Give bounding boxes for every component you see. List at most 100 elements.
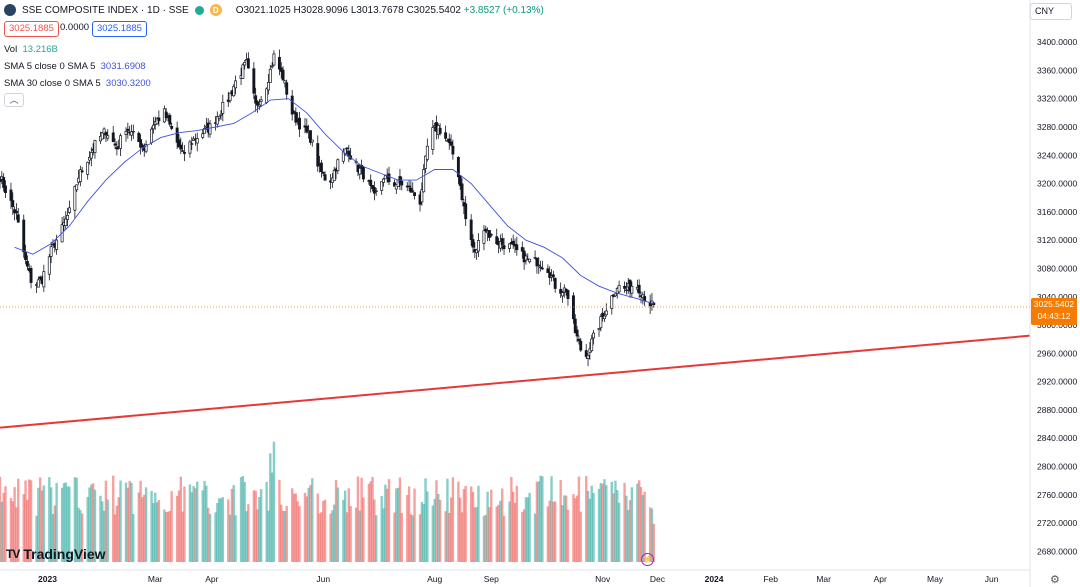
candle-body bbox=[623, 285, 627, 289]
volume-bar bbox=[336, 487, 340, 562]
y-tick-label: 2960.0000 bbox=[1037, 348, 1077, 358]
volume-bar bbox=[650, 508, 654, 562]
candle-body bbox=[100, 132, 104, 140]
volume-bar bbox=[183, 486, 186, 562]
volume-bar bbox=[643, 491, 646, 562]
volume-bar bbox=[150, 490, 153, 562]
y-tick-label: 3280.0000 bbox=[1037, 122, 1077, 132]
volume-bar bbox=[141, 497, 144, 562]
candle-body bbox=[219, 113, 223, 116]
volume-bar bbox=[322, 500, 325, 562]
volume-bar bbox=[155, 502, 159, 562]
volume-bar bbox=[553, 501, 557, 562]
volume-bar bbox=[333, 504, 336, 562]
candle-body bbox=[151, 124, 155, 130]
volume-bar bbox=[502, 515, 506, 562]
candle-body bbox=[309, 130, 312, 143]
volume-bar bbox=[29, 480, 33, 562]
candle-body bbox=[495, 236, 499, 245]
settings-icon[interactable]: ⚙ bbox=[1050, 574, 1060, 586]
volume-bar bbox=[459, 497, 462, 562]
volume-bar bbox=[192, 486, 195, 562]
volume-bar bbox=[137, 492, 140, 562]
lightning-icon[interactable]: ⚡ bbox=[641, 553, 654, 566]
volume-bar bbox=[329, 513, 332, 562]
candle-body bbox=[73, 186, 77, 211]
volume-bar bbox=[216, 502, 219, 562]
volume-bar bbox=[269, 453, 272, 562]
sma30-legend[interactable]: SMA 30 close 0 SMA 5 3030.3200 bbox=[4, 78, 151, 89]
candle-body bbox=[535, 257, 539, 267]
tradingview-logo[interactable]: TV TradingView bbox=[6, 546, 106, 562]
volume-bar bbox=[546, 506, 550, 562]
candle-body bbox=[387, 173, 391, 183]
volume-bar bbox=[616, 490, 619, 562]
candle-body bbox=[371, 185, 375, 189]
x-tick-label: Dec bbox=[650, 574, 666, 584]
volume-bar bbox=[214, 512, 217, 562]
volume-bar bbox=[323, 499, 327, 562]
candle-body bbox=[613, 293, 617, 297]
candle-body bbox=[431, 127, 435, 150]
volume-bar bbox=[409, 514, 413, 562]
candle-body bbox=[102, 128, 106, 134]
volume-bar bbox=[232, 485, 235, 562]
y-tick-label: 3200.0000 bbox=[1037, 179, 1077, 189]
candle-body bbox=[67, 207, 71, 213]
volume-bar bbox=[561, 505, 564, 562]
volume-bar bbox=[252, 490, 256, 562]
volume-bar bbox=[356, 476, 360, 562]
candle-body bbox=[345, 147, 349, 149]
volume-bar bbox=[281, 510, 285, 562]
volume-bar bbox=[610, 481, 613, 562]
volume-bar bbox=[579, 511, 582, 562]
candle-body bbox=[281, 69, 285, 81]
symbol-title[interactable]: SSE COMPOSITE INDEX · 1D · SSE bbox=[22, 4, 189, 16]
candle-body bbox=[66, 215, 70, 220]
volume-bar bbox=[601, 483, 604, 562]
volume-bar bbox=[24, 480, 27, 562]
candle-body bbox=[643, 296, 647, 302]
candle-body bbox=[508, 243, 511, 249]
volume-bar bbox=[342, 499, 345, 562]
candle-body bbox=[9, 189, 13, 201]
volume-bar bbox=[406, 494, 409, 562]
collapse-legend-button[interactable]: ︿ bbox=[4, 93, 24, 107]
candle-body bbox=[484, 228, 488, 232]
volume-bar bbox=[194, 488, 197, 562]
candle-body bbox=[590, 338, 594, 352]
y-tick-label: 2880.0000 bbox=[1037, 405, 1077, 415]
candle-body bbox=[502, 245, 506, 249]
volume-bar bbox=[501, 488, 504, 562]
sma5-legend[interactable]: SMA 5 close 0 SMA 5 3031.6908 bbox=[4, 61, 146, 72]
volume-bar bbox=[106, 499, 109, 562]
candle-body bbox=[130, 131, 133, 136]
candle-body bbox=[2, 177, 6, 188]
candle-body bbox=[540, 267, 544, 270]
volume-bar bbox=[113, 514, 117, 562]
high-value: H3028.9096 bbox=[293, 4, 349, 16]
candle-body bbox=[456, 156, 460, 178]
volume-bar bbox=[311, 478, 314, 562]
volume-bar bbox=[112, 475, 115, 562]
volume-bar bbox=[53, 505, 56, 562]
candle-body bbox=[111, 132, 115, 143]
candle-body bbox=[106, 135, 110, 139]
ask-price-box[interactable]: 3025.1885 bbox=[92, 21, 147, 37]
volume-bar bbox=[270, 472, 274, 562]
candle-body bbox=[400, 180, 404, 186]
candle-body bbox=[265, 88, 269, 103]
volume-bar bbox=[13, 487, 16, 562]
vol-legend[interactable]: Vol 13.216B bbox=[4, 44, 58, 55]
bid-price-box[interactable]: 3025.1885 bbox=[4, 21, 59, 37]
volume-bar bbox=[367, 483, 371, 562]
volume-bar bbox=[449, 497, 453, 562]
candle-body bbox=[294, 112, 298, 123]
candle-body bbox=[246, 58, 250, 69]
volume-bar bbox=[473, 507, 477, 562]
candle-body bbox=[477, 240, 480, 252]
x-tick-label: Apr bbox=[874, 574, 887, 584]
candle-body bbox=[283, 80, 287, 84]
y-tick-label: 3080.0000 bbox=[1037, 263, 1077, 273]
